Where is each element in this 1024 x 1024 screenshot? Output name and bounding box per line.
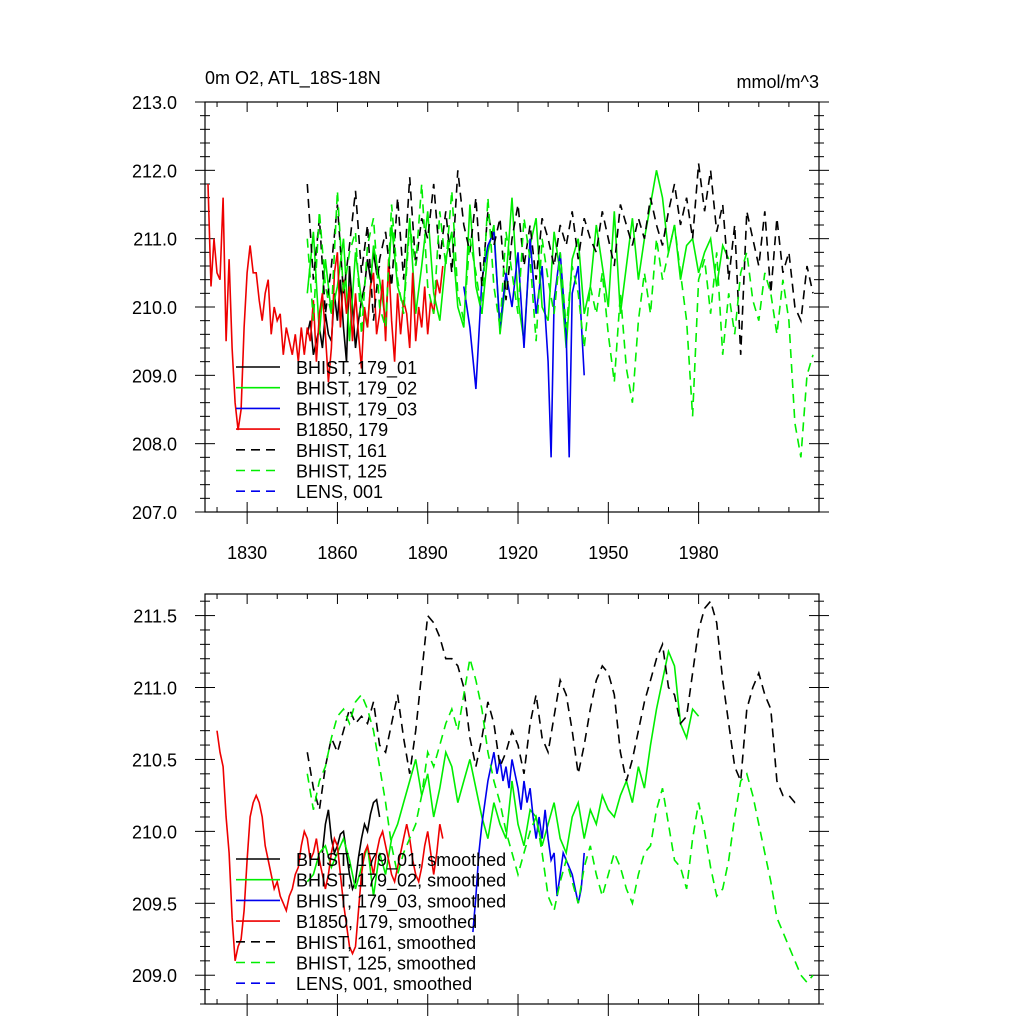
series-line-b1850-179-smoothed <box>216 730 444 961</box>
y-tick-label: 210.5 <box>132 750 177 770</box>
legend-label: BHIST, 179_02 <box>296 379 417 400</box>
series-line-bhist-125 <box>306 183 814 458</box>
legend-label: LENS, 001, smoothed <box>296 974 472 994</box>
x-tick-label: 1950 <box>588 543 628 563</box>
x-tick-label: 1980 <box>679 543 719 563</box>
bottom-panel: 209.0 209.5 210.0 210.5 211.0 211.5 BHIST, 179… <box>132 593 829 1016</box>
y-tick-label: 208.0 <box>132 435 177 455</box>
legend-label: BHIST, 179_01 <box>296 358 417 379</box>
legend-label: LENS, 001 <box>296 482 383 502</box>
series-line-bhist-179-01-smoothed <box>321 798 381 892</box>
y-tick-label: 211.0 <box>133 230 177 250</box>
series-line-bhist-179-02 <box>306 170 730 349</box>
legend-label: BHIST, 179_02, smoothed <box>296 871 506 892</box>
legend-label: BHIST, 179_01, smoothed <box>296 850 506 871</box>
y-tick-label: 207.0 <box>132 503 177 523</box>
y-tick-label: 210.0 <box>132 298 177 318</box>
legend-label: BHIST, 161 <box>296 441 387 461</box>
series-line-bhist-161 <box>306 163 814 355</box>
legend-label: BHIST, 179_03, smoothed <box>296 891 506 912</box>
y-tick-label: 211.5 <box>133 607 177 627</box>
x-tick-label: 1860 <box>317 543 357 563</box>
y-tick-label: 209.5 <box>132 894 177 914</box>
y-tick-label: 212.0 <box>132 161 177 181</box>
y-tick-label: 213.0 <box>132 93 177 113</box>
x-tick-label: 1920 <box>498 543 538 563</box>
x-tick-label: 1830 <box>227 543 267 563</box>
chart-title: 0m O2, ATL_18S-18N <box>205 68 381 89</box>
legend-label: B1850, 179 <box>296 420 388 440</box>
series-line-bhist-125-smoothed <box>306 658 814 984</box>
series-line-bhist-179-03 <box>463 231 585 458</box>
legend-label: B1850, 179, smoothed <box>296 912 477 932</box>
series-line-b1850-179 <box>207 183 444 431</box>
y-tick-label: 211.0 <box>133 679 177 699</box>
x-tick-label: 1890 <box>408 543 448 563</box>
legend-label: BHIST, 125, smoothed <box>296 954 476 974</box>
legend-label: BHIST, 161, smoothed <box>296 933 476 953</box>
plot-frame <box>204 593 820 1005</box>
legend-label: BHIST, 179_03 <box>296 399 417 420</box>
y-tick-label: 209.0 <box>132 966 177 986</box>
top-panel: 0m O2, ATL_18S-18N mmol/m^3 1830 1860 1890 19… <box>132 68 829 563</box>
series-line-bhist-179-02-smoothed <box>306 648 700 897</box>
legend-label: BHIST, 125 <box>296 462 387 482</box>
units-label: mmol/m^3 <box>737 72 819 92</box>
series-line-bhist-179-03-smoothed <box>472 752 585 933</box>
y-tick-label: 209.0 <box>132 366 177 386</box>
y-tick-label: 210.0 <box>132 822 177 842</box>
series-line-bhist-161-smoothed <box>306 599 801 811</box>
